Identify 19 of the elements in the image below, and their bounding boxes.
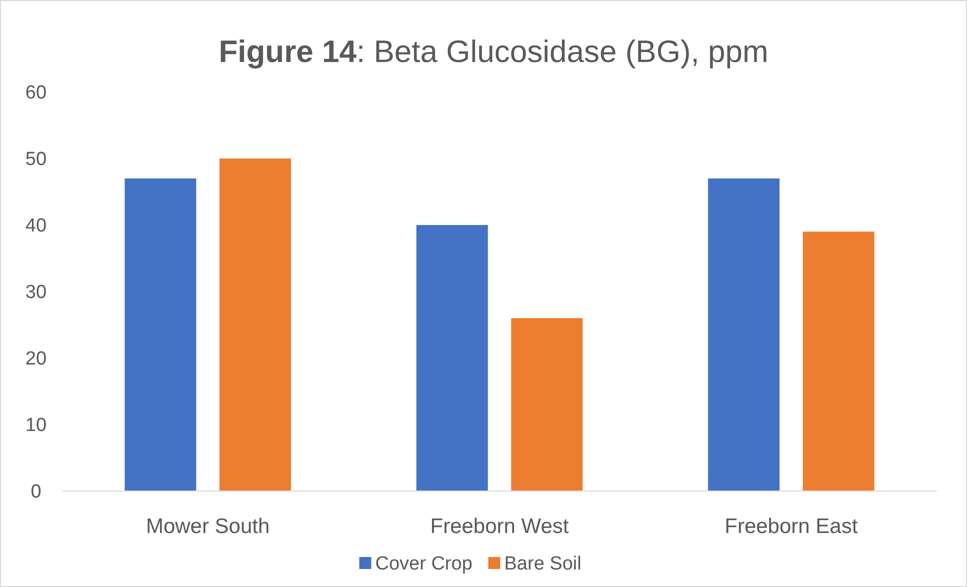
legend-label: Bare Soil	[504, 554, 582, 575]
y-tick-label: 20	[25, 348, 47, 370]
legend-label: Cover Crop	[375, 554, 472, 575]
y-tick-label: 50	[25, 149, 47, 170]
bar	[511, 318, 583, 491]
bar	[124, 178, 196, 491]
bar	[416, 225, 488, 491]
x-tick-label: Freeborn East	[724, 515, 858, 538]
bar	[219, 158, 291, 491]
chart-title: Figure 14: Beta Glucosidase (BG), ppm	[218, 34, 768, 69]
y-tick-label: 10	[25, 415, 47, 436]
bar	[708, 178, 780, 491]
y-tick-label: 0	[30, 482, 42, 503]
y-tick-label: 30	[25, 282, 47, 304]
y-tick-label: 40	[25, 216, 47, 237]
bar	[802, 232, 874, 491]
y-tick-label: 60	[25, 82, 47, 104]
x-tick-label: Mower South	[146, 515, 270, 538]
x-tick-label: Freeborn West	[430, 515, 569, 538]
